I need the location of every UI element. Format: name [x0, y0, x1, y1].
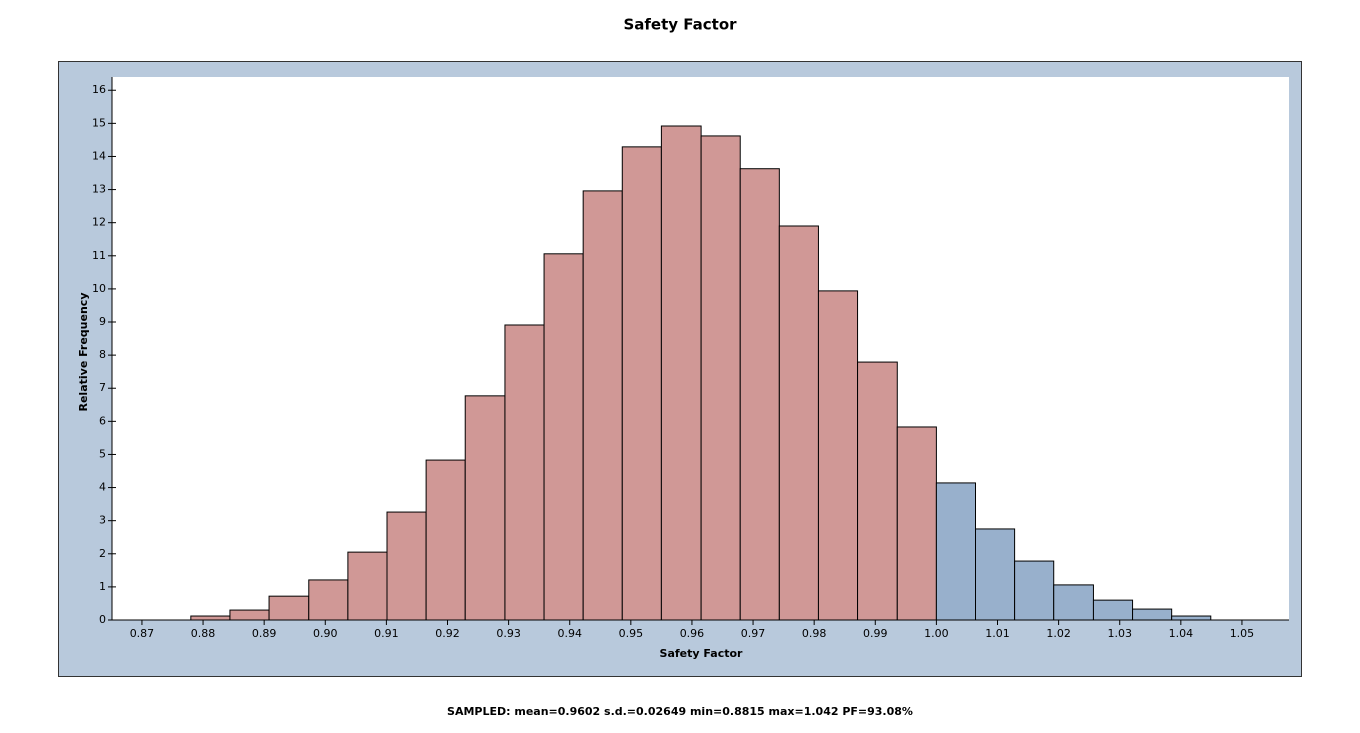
y-tick-label: 5 [99, 447, 106, 460]
bar [582, 190, 623, 621]
x-tick-label: 1.00 [924, 627, 949, 640]
bar [817, 290, 859, 621]
bar [386, 511, 427, 621]
y-tick-label: 10 [92, 282, 106, 295]
y-tick-label: 14 [92, 149, 106, 162]
y-tick-label: 2 [99, 547, 106, 560]
x-tick-label: 0.90 [313, 627, 338, 640]
y-tick-label: 4 [99, 481, 106, 494]
y-tick-label: 9 [99, 315, 106, 328]
y-tick-label: 0 [99, 613, 106, 626]
bar [347, 551, 388, 621]
bar [621, 146, 662, 621]
x-tick-label: 0.92 [435, 627, 460, 640]
y-tick-label: 1 [99, 580, 106, 593]
y-tick-label: 6 [99, 414, 106, 427]
x-tick-label: 1.03 [1107, 627, 1132, 640]
y-tick-label: 11 [92, 249, 106, 262]
y-tick-label: 7 [99, 381, 106, 394]
x-tick-label: 0.99 [863, 627, 888, 640]
chart-title: Safety Factor [623, 16, 737, 34]
bar [778, 225, 819, 621]
x-tick-label: 0.93 [496, 627, 521, 640]
bar [935, 482, 977, 621]
bar [660, 125, 702, 621]
y-tick-label: 12 [92, 216, 106, 229]
bar [543, 253, 584, 621]
y-tick-label: 16 [92, 83, 106, 96]
bar [268, 595, 310, 621]
x-tick-label: 0.91 [374, 627, 399, 640]
bar [857, 361, 898, 621]
x-tick-label: 0.96 [680, 627, 705, 640]
y-tick-label: 3 [99, 514, 106, 527]
x-tick-label: 1.04 [1169, 627, 1194, 640]
bar [425, 459, 466, 621]
x-tick-label: 0.97 [741, 627, 766, 640]
y-tick-label: 13 [92, 183, 106, 196]
bar [308, 579, 349, 621]
x-tick-label: 1.05 [1230, 627, 1255, 640]
x-axis-label: Safety Factor [660, 647, 743, 660]
x-tick-label: 0.89 [252, 627, 277, 640]
bar [739, 168, 780, 621]
x-tick-label: 1.02 [1046, 627, 1071, 640]
bar [464, 395, 506, 621]
bar [190, 615, 231, 621]
x-tick-label: 0.94 [557, 627, 582, 640]
y-tick-label: 8 [99, 348, 106, 361]
x-tick-label: 1.01 [985, 627, 1010, 640]
x-tick-label: 0.98 [802, 627, 827, 640]
bar [1132, 608, 1173, 621]
bar [1171, 615, 1212, 621]
x-tick-label: 0.87 [130, 627, 155, 640]
bar [1053, 584, 1094, 621]
x-tick-label: 0.88 [191, 627, 216, 640]
y-axis-label: Relative Frequency [77, 293, 90, 412]
bar [700, 135, 741, 621]
bar [504, 324, 545, 621]
bar [229, 609, 270, 621]
bar [896, 426, 937, 621]
footnote: SAMPLED: mean=0.9602 s.d.=0.02649 min=0.… [447, 705, 913, 718]
bar [975, 528, 1016, 621]
x-tick-label: 0.95 [619, 627, 644, 640]
bar [1092, 599, 1134, 621]
y-tick-label: 15 [92, 116, 106, 129]
bar [1014, 560, 1055, 621]
